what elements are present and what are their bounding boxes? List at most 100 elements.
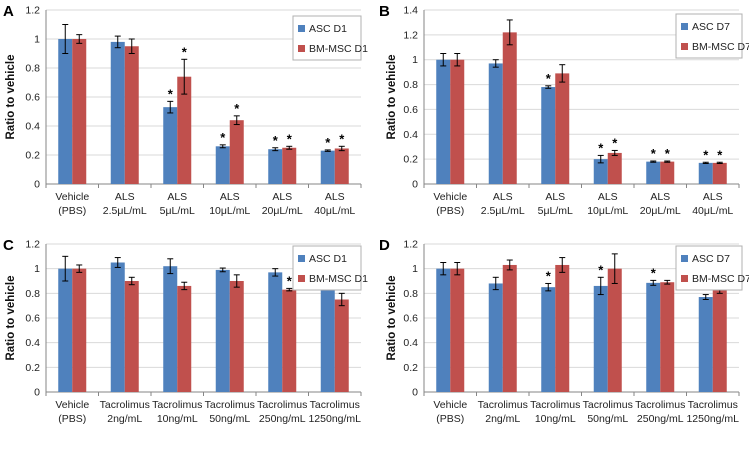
legend-entry: ASC D7: [692, 253, 730, 265]
legend-swatch-asc: [298, 25, 305, 32]
legend-entry: ASC D7: [692, 21, 730, 33]
significance-star: *: [339, 131, 345, 146]
bar-asc: [320, 150, 335, 184]
category-label: ALS: [220, 191, 240, 203]
significance-star: *: [612, 135, 618, 150]
category-label: 2ng/mL: [485, 413, 520, 425]
bar-bm-msc: [72, 268, 87, 392]
bar-bm-msc: [555, 264, 570, 392]
bar-asc: [698, 162, 713, 184]
bar-bm-msc: [282, 289, 297, 392]
legend-swatch-asc: [681, 255, 688, 262]
category-label: 40μL/mL: [692, 205, 733, 217]
y-axis-title: Ratio to vehicle: [5, 55, 17, 140]
category-label: ALS: [167, 191, 187, 203]
y-tick-label: 1.2: [25, 5, 40, 17]
category-label: (PBS): [58, 205, 86, 217]
bar-asc: [436, 268, 451, 392]
category-label: Tacrolimus: [530, 399, 580, 411]
bar-bm-msc: [177, 285, 192, 392]
legend-box: [292, 245, 362, 291]
category-label: ALS: [650, 191, 670, 203]
y-tick-label: 0.6: [25, 92, 40, 104]
significance-star: *: [546, 71, 552, 86]
category-label: Tacrolimus: [257, 399, 307, 411]
legend-entry: ASC D1: [309, 23, 347, 35]
category-label: Tacrolimus: [688, 399, 738, 411]
y-tick-label: 0.6: [403, 104, 418, 116]
y-tick-label: 0.8: [25, 63, 40, 75]
category-label: ALS: [493, 191, 513, 203]
y-tick-label: 0: [34, 387, 40, 399]
bar-asc: [488, 63, 503, 184]
category-label: (PBS): [436, 205, 464, 217]
legend: ASC D1 BM-MSC D1: [292, 245, 368, 291]
bar-bm-msc: [450, 268, 465, 392]
y-tick-label: 1: [34, 34, 40, 46]
category-label: 40μL/mL: [314, 205, 355, 217]
bar-bm-msc: [660, 282, 675, 392]
category-label: (PBS): [58, 413, 86, 425]
category-label: 250ng/mL: [637, 413, 684, 425]
category-label: ALS: [325, 191, 345, 203]
legend-swatch-asc: [298, 255, 305, 262]
significance-star: *: [220, 130, 226, 145]
bar-asc: [593, 285, 608, 392]
legend-swatch-bm-msc: [681, 275, 688, 282]
bar-asc: [436, 59, 451, 184]
legend: ASC D7 BM-MSC D7: [675, 13, 749, 59]
category-label: 2.5μL/mL: [481, 205, 525, 217]
bar-asc: [268, 149, 283, 184]
category-label: ALS: [115, 191, 135, 203]
category-label: 2.5μL/mL: [103, 205, 147, 217]
bar-bm-msc: [334, 148, 349, 184]
category-label: 10ng/mL: [157, 413, 198, 425]
category-label: ALS: [598, 191, 618, 203]
category-label: 1250ng/mL: [686, 413, 739, 425]
category-label: 50ng/mL: [587, 413, 628, 425]
bar-bm-msc: [72, 39, 87, 184]
category-label: Vehicle: [55, 191, 89, 203]
y-tick-label: 0.4: [25, 121, 40, 133]
category-label: 20μL/mL: [640, 205, 681, 217]
y-tick-label: 0: [34, 179, 40, 191]
y-tick-label: 1.2: [403, 239, 418, 251]
bar-asc: [541, 287, 556, 392]
significance-star: *: [717, 147, 723, 162]
bar-bm-msc: [712, 289, 727, 392]
legend-entry: BM-MSC D7: [692, 273, 749, 285]
category-label: 10μL/mL: [209, 205, 250, 217]
significance-star: *: [665, 146, 671, 161]
y-tick-label: 1.2: [25, 239, 40, 251]
significance-star: *: [287, 273, 293, 288]
category-label: 250ng/mL: [259, 413, 306, 425]
bar-asc: [268, 272, 283, 392]
significance-star: *: [546, 268, 552, 283]
y-tick-label: 0.8: [403, 288, 418, 300]
legend-swatch-bm-msc: [298, 275, 305, 282]
panel-label: D: [379, 237, 390, 254]
significance-star: *: [325, 135, 331, 150]
significance-star: *: [651, 146, 657, 161]
category-label: 5μL/mL: [538, 205, 573, 217]
panel-c: 00.20.40.60.811.2**Vehicle(PBS)Tacrolimu…: [3, 237, 368, 425]
significance-star: *: [234, 101, 240, 116]
significance-star: *: [168, 86, 174, 101]
category-label: 5μL/mL: [160, 205, 195, 217]
bar-asc: [541, 87, 556, 184]
y-tick-label: 0.2: [25, 362, 40, 374]
bar-asc: [646, 282, 661, 392]
category-label: ALS: [703, 191, 723, 203]
significance-star: *: [287, 131, 293, 146]
legend-swatch-asc: [681, 23, 688, 30]
significance-star: *: [598, 140, 604, 155]
y-tick-label: 0.2: [403, 154, 418, 166]
y-axis-title: Ratio to vehicle: [5, 276, 17, 361]
legend-box: [292, 15, 362, 61]
category-label: 20μL/mL: [262, 205, 303, 217]
panel-b: 0 0.2 0.4 0.6 0.8 1 1.2 1.4 * * * * * * * Vehicle (PBS) A…: [379, 3, 749, 217]
bar-bm-msc: [502, 32, 517, 184]
bar-asc: [163, 107, 178, 184]
bar-bm-msc: [229, 120, 244, 184]
